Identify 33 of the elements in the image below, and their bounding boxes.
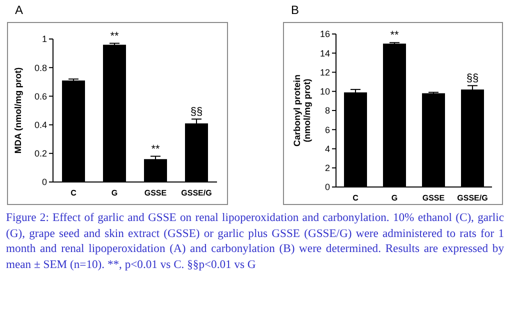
chart-title: B	[291, 3, 300, 17]
x-tick-label: C	[352, 194, 359, 203]
x-tick-label: C	[70, 188, 77, 198]
x-tick-label: G	[111, 188, 118, 198]
y-tick-label: 0.4	[34, 120, 47, 130]
y-tick-label: 8	[324, 106, 330, 116]
y-tick-label: 6	[324, 124, 330, 135]
y-tick-label: 0.2	[34, 148, 47, 159]
data-label: **	[390, 30, 400, 42]
y-tick-label: 0	[324, 182, 330, 192]
y-tick-label: 0.6	[34, 91, 47, 102]
y-tick-label: 4	[324, 144, 330, 154]
data-label: **	[151, 143, 160, 156]
x-tick-label: GSSE	[144, 188, 168, 198]
y-tick-label: 14	[320, 48, 330, 58]
data-label: §§	[190, 106, 203, 118]
x-tick-label: GSSE	[422, 194, 446, 203]
y-tick-label: 16	[320, 29, 330, 40]
x-tick-label: G	[391, 194, 398, 203]
x-tick-label: GSSE/G	[181, 188, 212, 198]
data-label: **	[110, 30, 120, 42]
y-axis-title: MDA (nmol/mg prot)	[13, 67, 23, 154]
x-tick-label: GSSE/G	[457, 194, 488, 203]
y-tick-label: 0	[42, 177, 47, 188]
caption: Figure 2: Effect of garlic and GSSE on renal lipoperoxidation and carbonylation. 10% ethanol (C), garlic (G), grape seed and skin extract (GSSE) or garlic plus GSSE (GSSE/G) were administered to rats for 1 month and renal lipoperoxidation (A) and carbonylation (B) were determined. Results are expressed by mean ± SEM (n=10). **, p<0.01 vs C. §§p<0.01 vs G	[6, 210, 504, 272]
y-tick-label: 0.8	[34, 62, 47, 73]
y-tick-label: 2	[324, 163, 330, 174]
y-tick-label: 1	[42, 34, 47, 44]
data-label: §§	[466, 72, 479, 85]
y-tick-label: 12	[320, 67, 330, 78]
chart-title: A	[15, 3, 24, 17]
y-tick-label: 10	[320, 86, 330, 97]
y-axis-title: Carbonyl protein (nmol/mg prot)	[292, 74, 312, 147]
